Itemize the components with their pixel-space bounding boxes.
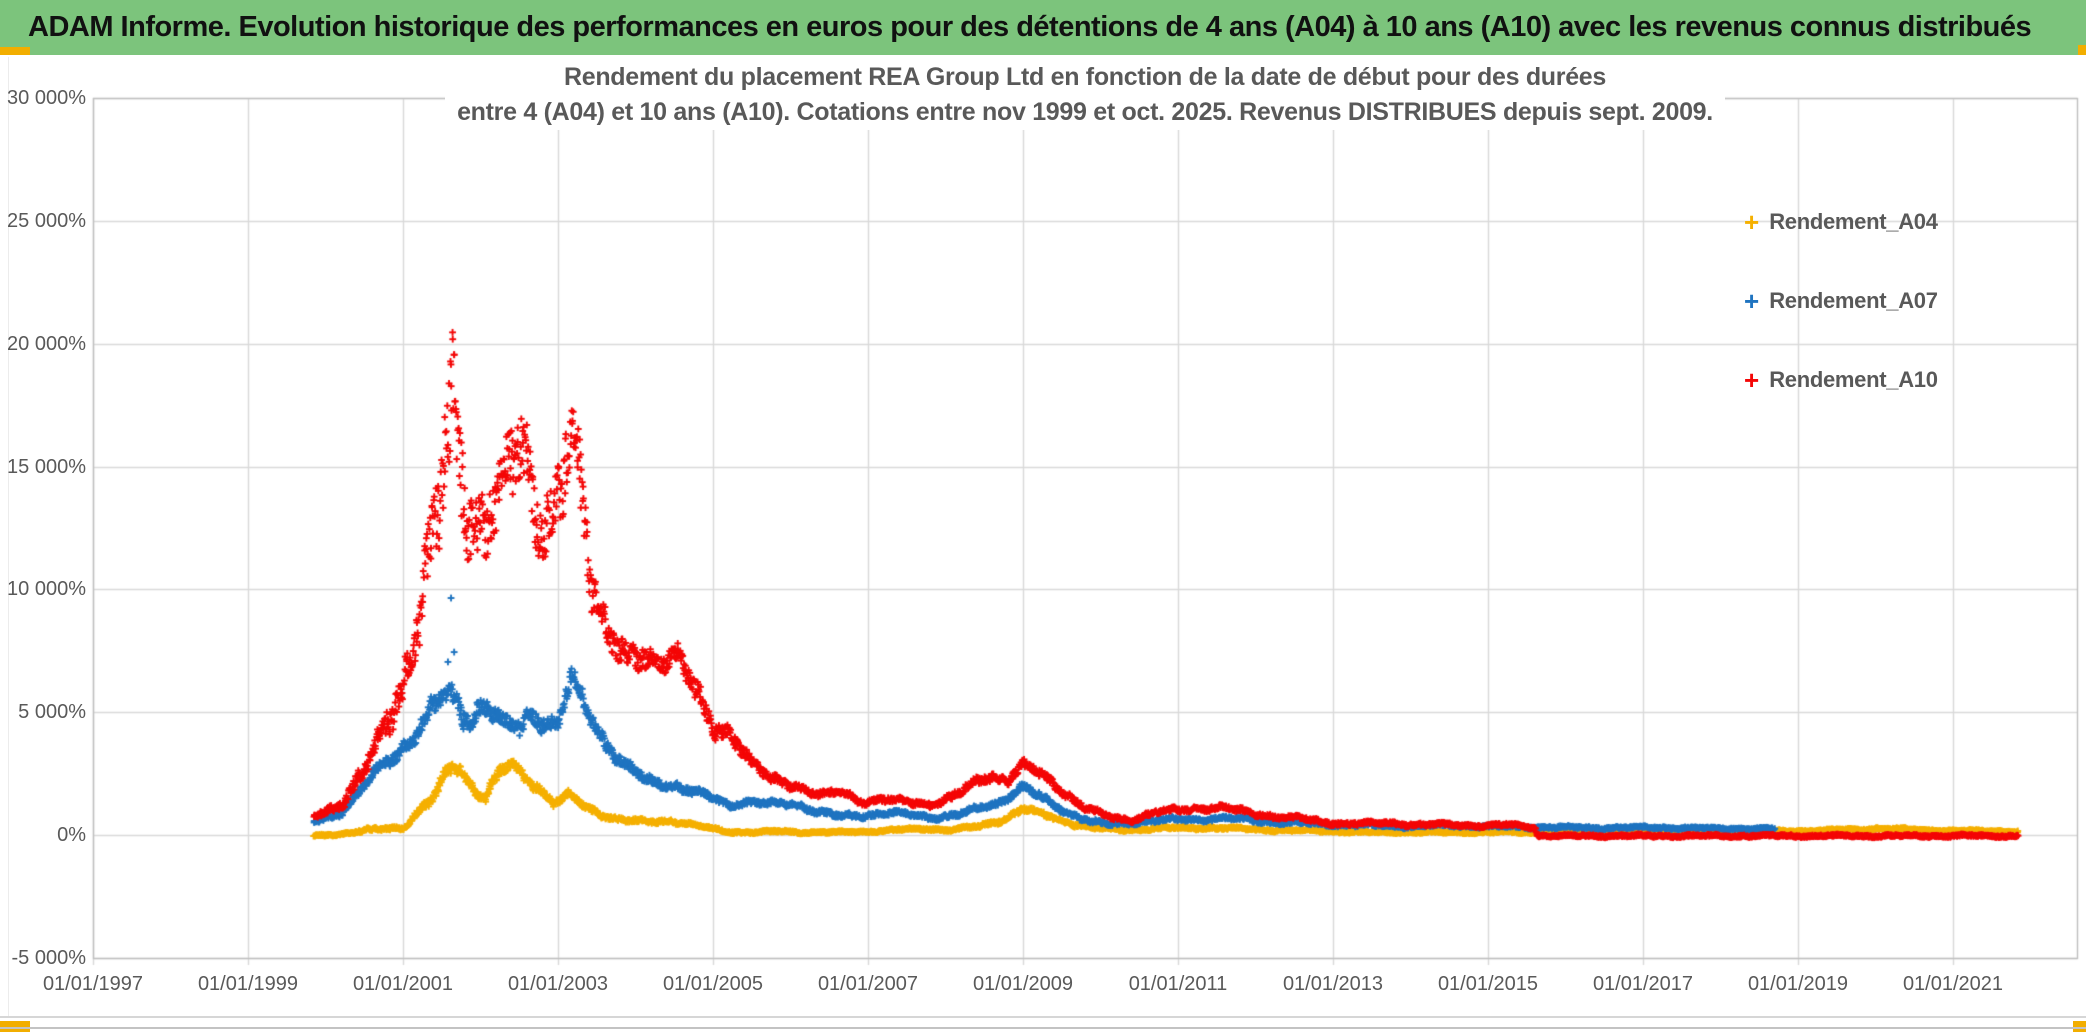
x-axis-label: 01/01/2019 (1747, 973, 1849, 995)
gold-corner-accent (2073, 1021, 2086, 1032)
banner: ADAM Informe. Evolution historique des p… (0, 0, 2086, 55)
gold-corner-accent (2078, 45, 2086, 55)
gold-corner-accent (0, 1021, 30, 1032)
legend-item-label: Rendement_A07 (1769, 288, 1938, 313)
y-axis-label: 15 000% (7, 455, 86, 478)
chart-frame-edge (8, 57, 9, 1016)
chart-title: Rendement du placement REA Group Ltd en … (93, 60, 2077, 130)
legend-item[interactable]: + Rendement_A10 (1744, 366, 1938, 394)
legend-item-label: Rendement_A10 (1769, 367, 1938, 392)
bottom-rule (0, 1016, 2086, 1018)
legend-item[interactable]: + Rendement_A07 (1744, 287, 1938, 315)
x-axis-label: 01/01/2013 (1282, 973, 1384, 995)
legend-item[interactable]: + Rendement_A04 (1744, 208, 1938, 236)
y-axis-label: 5 000% (18, 701, 86, 724)
x-axis-label: 01/01/2017 (1592, 973, 1694, 995)
y-axis-label: -5 000% (11, 947, 87, 969)
x-axis-label: 01/01/2001 (352, 973, 454, 995)
x-axis-label: 01/01/2007 (817, 973, 919, 995)
x-axis-label: 01/01/2015 (1437, 973, 1539, 995)
legend-plus-marker-icon: + (1744, 365, 1760, 395)
x-axis-label: 01/01/2009 (972, 973, 1074, 995)
x-axis-label: 01/01/2003 (507, 973, 609, 995)
x-axis-label: 01/01/1997 (42, 973, 144, 995)
y-axis-label: 20 000% (7, 332, 86, 355)
gold-corner-accent (0, 47, 30, 55)
x-axis-label: 01/01/2005 (662, 973, 764, 995)
legend-item-label: Rendement_A04 (1769, 209, 1938, 234)
bottom-rule (0, 1027, 2086, 1029)
y-axis-label: 30 000% (7, 87, 86, 109)
y-axis-label: 10 000% (7, 578, 86, 601)
x-axis-label: 01/01/1999 (197, 973, 299, 995)
y-axis-label: 0% (57, 824, 86, 847)
chart-title-line2: entre 4 (A04) et 10 ans (A10). Cotations… (445, 95, 1725, 130)
chart-title-line1: Rendement du placement REA Group Ltd en … (551, 60, 1619, 95)
y-axis-label: 25 000% (7, 209, 86, 232)
x-axis-label: 01/01/2021 (1902, 973, 2004, 995)
x-axis-label: 01/01/2011 (1128, 973, 1228, 995)
legend-plus-marker-icon: + (1744, 286, 1760, 316)
banner-title: ADAM Informe. Evolution historique des p… (28, 11, 2032, 43)
legend-plus-marker-icon: + (1744, 207, 1760, 237)
